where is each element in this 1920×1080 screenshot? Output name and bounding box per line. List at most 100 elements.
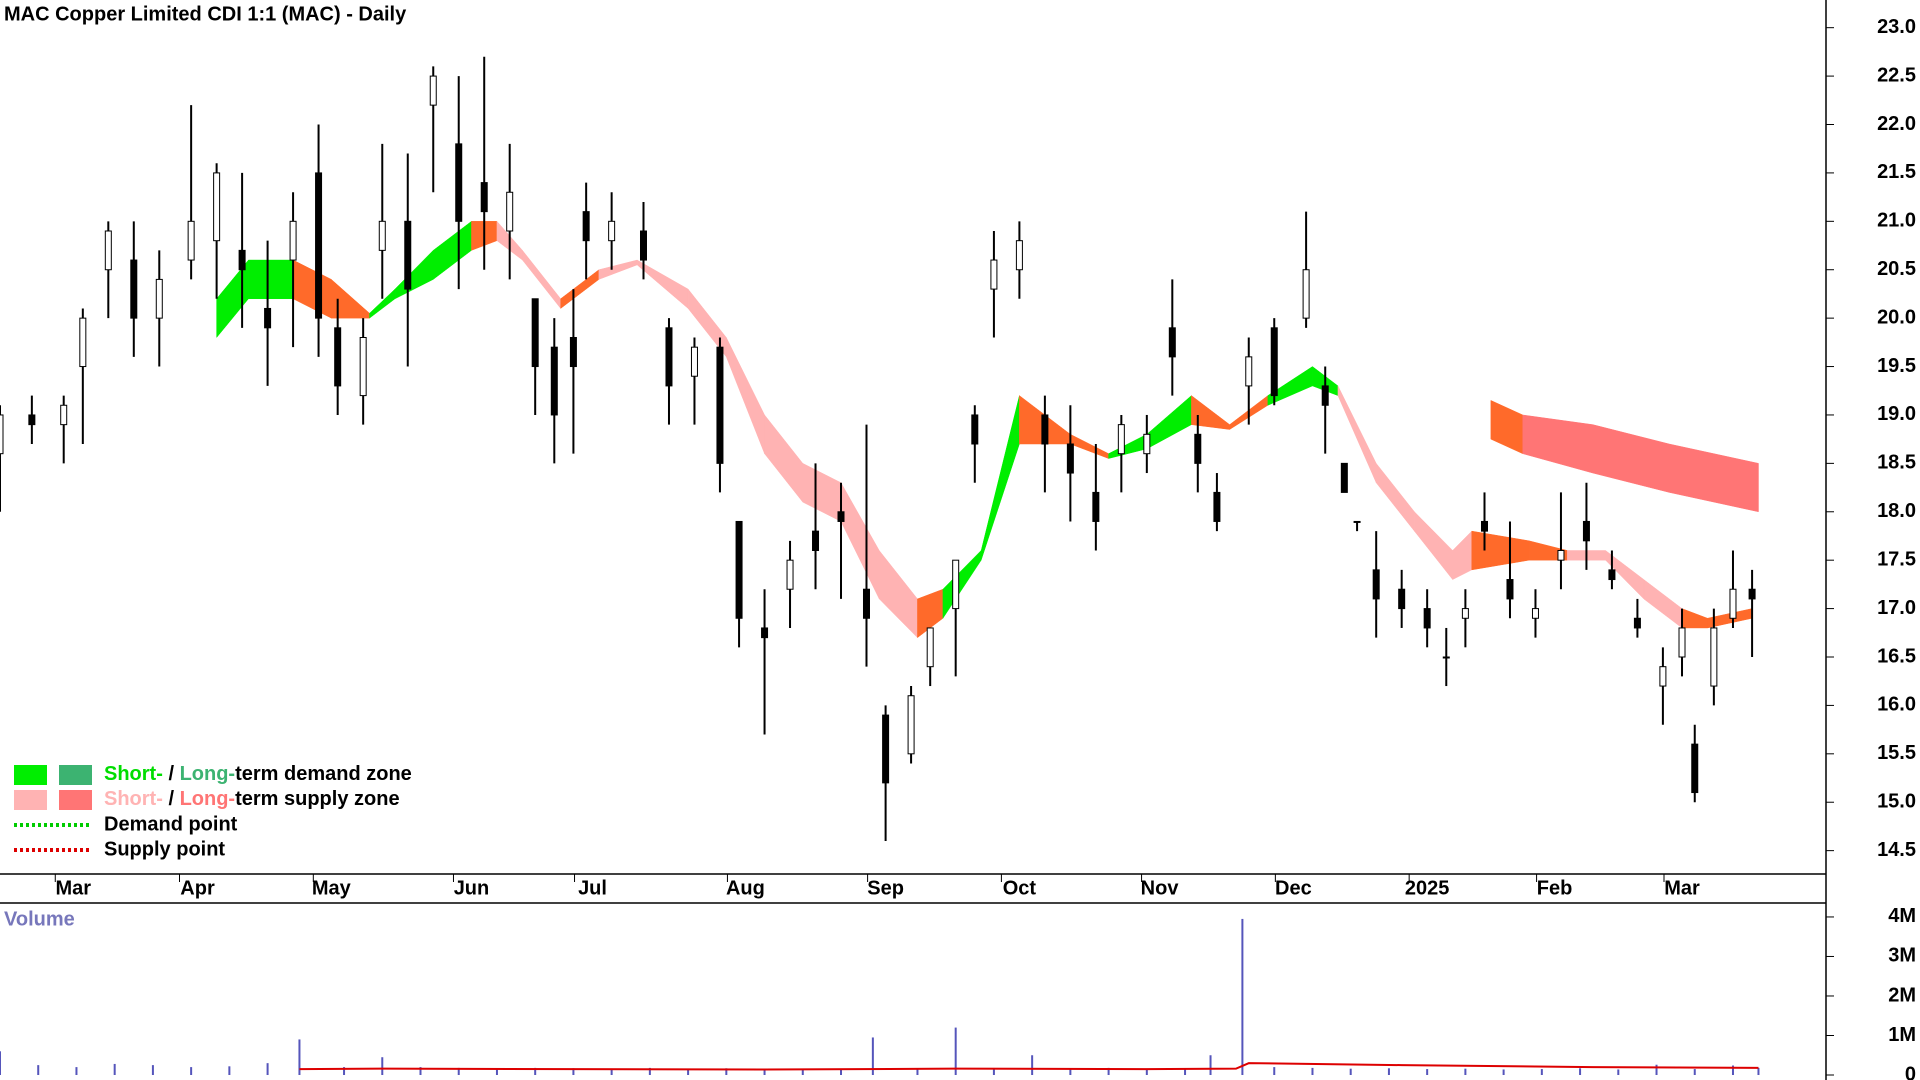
short-zone — [726, 337, 765, 454]
volume-average — [299, 1062, 1759, 1071]
y-tick-label: 23.0 — [1877, 16, 1916, 38]
volume-bar — [725, 1068, 728, 1075]
candle-body — [359, 337, 367, 397]
volume-bar — [687, 1068, 690, 1075]
short-zone — [840, 481, 880, 600]
y-tick-label: 21.5 — [1877, 161, 1916, 183]
candle-body — [1423, 608, 1431, 629]
short-zone — [802, 462, 842, 522]
candle-body — [1270, 327, 1278, 397]
volume-bar — [1145, 1069, 1148, 1075]
short-zone — [292, 259, 332, 319]
x-tick-label: Aug — [726, 877, 765, 899]
x-tick-label: Mar — [55, 877, 91, 899]
volume-bar — [801, 1068, 804, 1075]
long-supply-zone — [1669, 443, 1759, 513]
volume-bar — [1387, 1068, 1390, 1075]
short-zone — [394, 249, 434, 300]
candle-body — [1633, 617, 1641, 629]
volume-bar — [992, 1068, 995, 1075]
short-zone — [1070, 433, 1109, 459]
long-supply-zone — [1490, 400, 1523, 455]
candle-body — [971, 414, 979, 445]
long-supply-zone — [1522, 414, 1594, 474]
volume-bar — [1655, 1064, 1658, 1075]
volume-bar — [1031, 1055, 1034, 1075]
volume-bar — [75, 1067, 78, 1075]
y-tick-label: 15.5 — [1877, 742, 1916, 764]
candle-body — [1143, 433, 1151, 455]
candle-body — [60, 404, 68, 426]
volume-bar — [381, 1057, 384, 1075]
legend-long: Long- — [180, 763, 236, 785]
legend-label: Demand point — [104, 813, 238, 835]
candle-body — [289, 220, 297, 261]
candle-body — [1041, 414, 1049, 445]
y-tick-label: 21.0 — [1877, 210, 1916, 232]
short-zone — [1146, 395, 1192, 450]
candle-body — [639, 230, 647, 261]
long-supply-zone — [1592, 424, 1670, 493]
x-tick-label: Jul — [578, 877, 607, 899]
candle-body — [812, 530, 820, 551]
volume-bar — [572, 1068, 575, 1075]
volume-bar — [1184, 1068, 1187, 1075]
legend-label: Supply point — [104, 838, 225, 860]
candle-body — [1372, 569, 1380, 600]
y-tick-label: 17.5 — [1877, 548, 1916, 570]
legend-rest: term demand zone — [235, 763, 412, 785]
y-tick-label: 18.0 — [1877, 500, 1916, 522]
x-tick-label: Jun — [454, 877, 490, 899]
candle-body — [1117, 424, 1125, 455]
x-tick-label: 2025 — [1405, 877, 1450, 899]
candle-body — [786, 559, 794, 590]
candle-body — [1092, 491, 1100, 522]
legend-rest: term supply zone — [235, 788, 399, 810]
volume-bar — [457, 1067, 460, 1075]
legend-sep: / — [163, 763, 180, 785]
candle-body — [690, 346, 698, 377]
short-zone — [598, 259, 638, 280]
candle-body — [608, 220, 616, 242]
candle-body — [550, 346, 558, 416]
y-tick-label: 14.5 — [1877, 839, 1916, 861]
candle-body — [1340, 462, 1348, 493]
volume-tick-label: 0 — [1905, 1063, 1916, 1080]
candle-body — [1194, 433, 1202, 464]
legend-swatch — [14, 765, 47, 785]
candle-body — [315, 172, 323, 319]
candle-body — [506, 191, 514, 232]
legend-sep: / — [163, 788, 180, 810]
volume-bar — [1241, 918, 1244, 1075]
volume-bar — [1617, 1069, 1620, 1075]
volume-bar — [1579, 1068, 1582, 1075]
y-tick-label: 20.5 — [1877, 258, 1916, 280]
legend-long: Long- — [180, 788, 236, 810]
candle-body — [1168, 327, 1176, 358]
x-tick-label: Feb — [1537, 877, 1573, 899]
short-zone — [1643, 579, 1683, 629]
candle-body — [480, 182, 488, 213]
volume-tick-label: 3M — [1888, 945, 1916, 967]
volume-bar — [298, 1039, 301, 1075]
volume-bar — [37, 1065, 40, 1075]
candle-body — [1302, 269, 1310, 319]
volume-bar — [840, 1069, 843, 1075]
candle-body — [716, 346, 724, 464]
short-zone — [216, 259, 249, 339]
short-zone — [560, 269, 600, 309]
short-zone — [942, 549, 982, 620]
volume-bar — [1502, 1069, 1505, 1075]
volume-bar — [1209, 1055, 1212, 1075]
candle-body — [1066, 443, 1074, 474]
x-tick-label: Dec — [1275, 877, 1312, 899]
y-tick-label: 17.0 — [1877, 597, 1916, 619]
candle-body — [1461, 608, 1469, 619]
candle-body — [569, 337, 577, 368]
short-zone — [522, 249, 561, 310]
volume-bar — [534, 1067, 537, 1075]
legend-label: Short- / Long-term supply zone — [104, 788, 400, 810]
volume-label: Volume — [4, 908, 75, 930]
candle-body — [926, 627, 934, 668]
